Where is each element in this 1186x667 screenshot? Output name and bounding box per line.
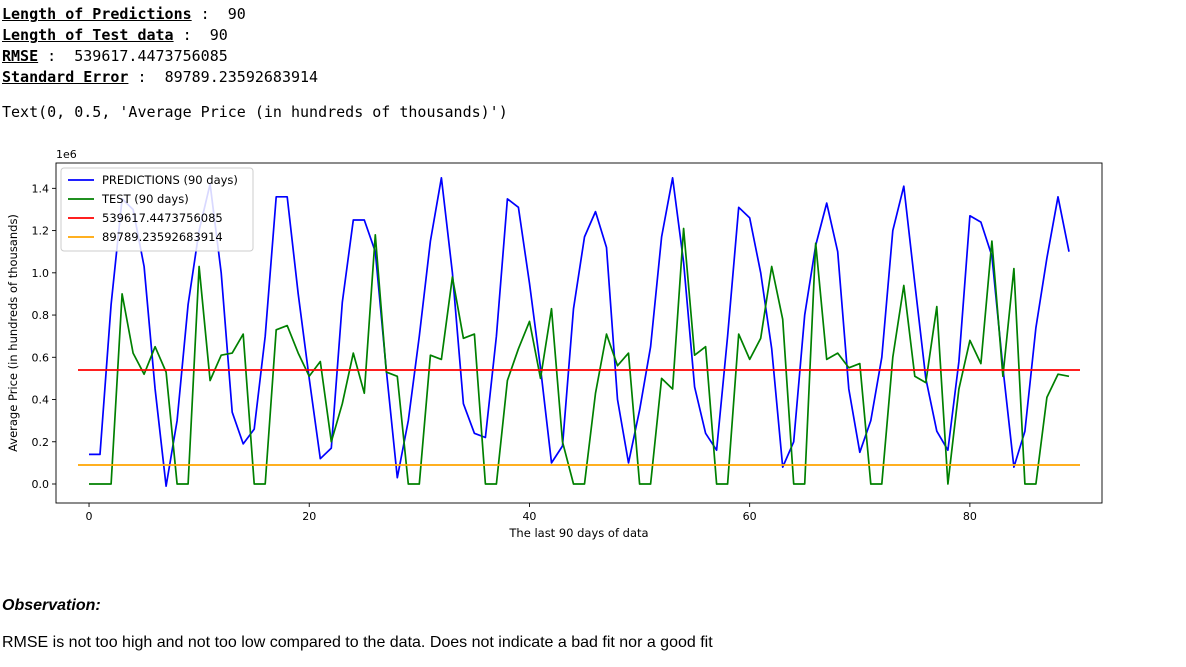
- x-tick-label: 60: [743, 510, 757, 523]
- stat-label: Length of Predictions: [2, 5, 192, 23]
- legend-entry: 539617.4473756085: [102, 211, 223, 225]
- legend-box: [60, 167, 254, 252]
- plot-frame: [55, 162, 1103, 504]
- x-tick-label: 80: [963, 510, 977, 523]
- line-chart: 0 20 40 60 80 0.0 0.2 0.4 0.6 0.8 1.0 1.2 1.4 1e6 The …: [6, 148, 1103, 540]
- y-tick-label: 1.4: [32, 182, 50, 195]
- stat-value: 90: [209, 26, 228, 44]
- x-tick-label: 20: [302, 510, 316, 523]
- x-tick-label: 0: [86, 510, 93, 523]
- y-axis-label: Average Price (in hundreds of thousands): [6, 214, 20, 452]
- y-tick-label: 0.8: [32, 309, 50, 322]
- stat-value: 89789.23592683914: [164, 68, 319, 86]
- x-tick-label: 40: [522, 510, 536, 523]
- series-line-1: [89, 227, 1070, 485]
- legend-entry: PREDICTIONS (90 days): [102, 173, 238, 187]
- stat-separator: :: [128, 68, 165, 86]
- stats-output: Length of Predictions : 90 Length of Tes…: [2, 4, 318, 88]
- stat-standard-error: Standard Error : 89789.23592683914: [2, 67, 318, 88]
- chart-container: 0 20 40 60 80 0.0 0.2 0.4 0.6 0.8 1.0 1.2 1.4 1e6 The …: [0, 140, 1120, 555]
- observation-text: RMSE is not too high and not too low com…: [2, 634, 713, 651]
- stat-separator: :: [38, 47, 75, 65]
- series-line-0: [89, 176, 1070, 487]
- legend-entry: TEST (90 days): [101, 192, 189, 206]
- x-axis-label: The last 90 days of data: [508, 526, 648, 540]
- y-tick-label: 0.2: [32, 436, 50, 449]
- stat-rmse: RMSE : 539617.4473756085: [2, 46, 318, 67]
- stat-value: 90: [227, 5, 246, 23]
- y-offset-label: 1e6: [56, 148, 77, 161]
- y-tick-label: 0.4: [32, 394, 50, 407]
- y-tick-label: 0.0: [32, 478, 50, 491]
- stat-predictions-length: Length of Predictions : 90: [2, 4, 318, 25]
- stat-label: RMSE: [2, 47, 39, 65]
- y-tick-label: 1.2: [32, 225, 50, 238]
- stat-label: Length of Test data: [2, 26, 174, 44]
- stat-test-length: Length of Test data : 90: [2, 25, 318, 46]
- observation-heading: Observation:: [2, 597, 101, 614]
- stat-label: Standard Error: [2, 68, 129, 86]
- stat-value: 539617.4473756085: [74, 47, 228, 65]
- y-tick-label: 1.0: [32, 267, 50, 280]
- legend-entry: 89789.23592683914: [102, 230, 223, 244]
- stat-separator: :: [191, 5, 228, 23]
- text-repr-output: Text(0, 0.5, 'Average Price (in hundreds…: [2, 103, 508, 121]
- y-tick-label: 0.6: [32, 351, 50, 364]
- stat-separator: :: [173, 26, 210, 44]
